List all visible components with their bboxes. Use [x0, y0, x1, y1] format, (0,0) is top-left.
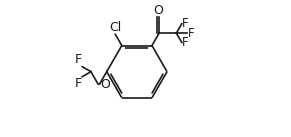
Text: F: F	[74, 77, 81, 90]
Text: F: F	[182, 36, 189, 49]
Text: O: O	[153, 4, 163, 17]
Text: Cl: Cl	[109, 21, 121, 34]
Text: F: F	[182, 17, 189, 30]
Text: F: F	[188, 27, 194, 40]
Text: F: F	[74, 53, 81, 66]
Text: O: O	[100, 78, 110, 91]
